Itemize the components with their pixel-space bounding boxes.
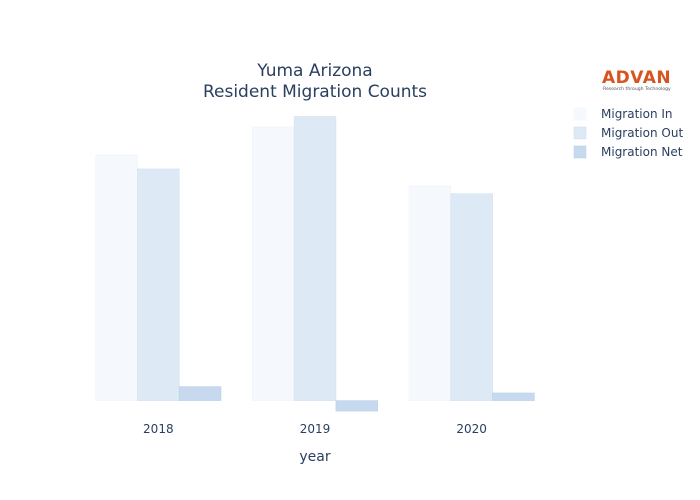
advan-logo: ADVAN Research through Technology	[602, 68, 671, 92]
bar-migration-in-2018[interactable]	[95, 154, 138, 401]
x-tick-label-2018: 2018	[143, 422, 174, 436]
bars-group	[95, 116, 535, 412]
bar-migration-out-2020[interactable]	[450, 193, 493, 401]
bar-migration-in-2020[interactable]	[408, 185, 452, 401]
logo-tagline: Research through Technology	[603, 86, 671, 92]
legend-label: Migration Net	[601, 145, 683, 159]
bar-migration-net-2019[interactable]	[335, 400, 378, 412]
x-tick-labels: 2018 2019 2020	[143, 422, 487, 436]
legend-swatch	[573, 145, 587, 159]
bar-migration-net-2018[interactable]	[178, 386, 222, 401]
legend-swatch	[573, 126, 587, 140]
x-tick-label-2020: 2020	[456, 422, 487, 436]
legend-label: Migration In	[601, 107, 673, 121]
logo-name: ADVAN	[602, 68, 671, 88]
x-axis-title: year	[299, 449, 330, 465]
bar-migration-in-2019[interactable]	[252, 126, 295, 401]
legend: Migration In Migration Out Migration Net	[573, 107, 683, 159]
legend-label: Migration Out	[601, 126, 683, 140]
bar-migration-out-2019[interactable]	[293, 116, 337, 401]
bar-migration-out-2018[interactable]	[137, 168, 180, 401]
legend-swatch	[573, 107, 587, 121]
legend-item-migration-in[interactable]: Migration In	[573, 107, 673, 121]
x-tick-label-2019: 2019	[300, 422, 331, 436]
legend-item-migration-out[interactable]: Migration Out	[573, 126, 683, 140]
legend-item-migration-net[interactable]: Migration Net	[573, 145, 683, 159]
chart-title-line-1: Yuma Arizona	[256, 61, 372, 81]
bar-migration-net-2020[interactable]	[492, 392, 535, 401]
chart-title-line-2: Resident Migration Counts	[203, 82, 427, 102]
